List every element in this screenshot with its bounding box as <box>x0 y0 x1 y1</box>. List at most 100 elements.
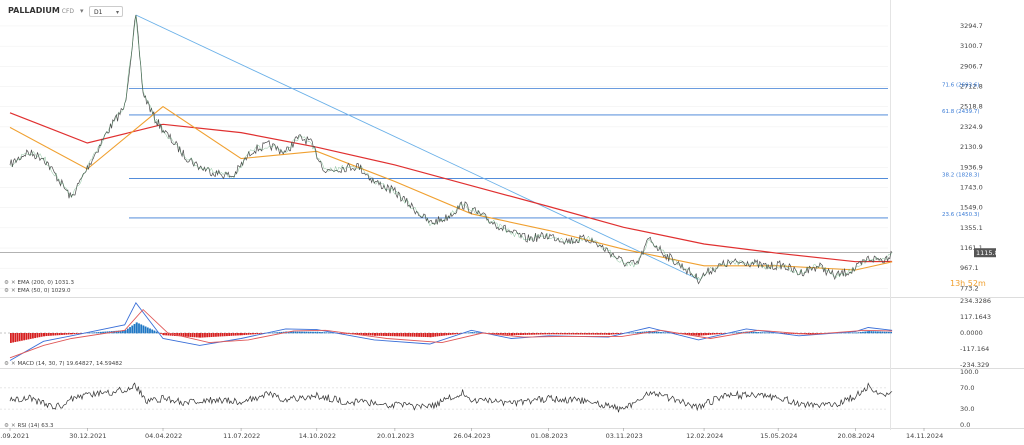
macd-histogram-bar <box>548 333 551 335</box>
macd-histogram-bar <box>91 332 93 334</box>
macd-histogram-bar <box>21 333 23 341</box>
macd-histogram-bar <box>502 333 504 335</box>
fib-level-label: 23.6 (1450.3) <box>942 212 980 218</box>
gear-icon[interactable]: ⚙ <box>4 280 9 286</box>
macd-histogram-bar <box>391 333 394 337</box>
macd-histogram-bar <box>199 333 202 338</box>
macd-histogram-bar <box>36 333 39 338</box>
macd-histogram-bar <box>280 331 283 334</box>
gear-icon[interactable]: ⚙ <box>4 361 9 367</box>
macd-histogram-bar <box>546 333 549 335</box>
macd-histogram-bar <box>630 332 633 334</box>
macd-histogram-bar <box>301 331 303 334</box>
close-icon[interactable]: ✕ <box>10 288 16 294</box>
gear-icon[interactable]: ⚙ <box>4 288 9 294</box>
macd-histogram-bar <box>305 331 308 334</box>
close-icon[interactable]: ✕ <box>10 423 16 429</box>
macd-histogram-bar <box>135 322 138 334</box>
macd-histogram-bar <box>309 331 312 334</box>
macd-histogram-bar <box>700 333 703 336</box>
macd-histogram-bar <box>847 332 850 334</box>
macd-histogram-bar <box>102 331 104 334</box>
macd-histogram-bar <box>69 333 72 335</box>
macd-histogram-bar <box>413 333 416 337</box>
macd-histogram-bar <box>790 333 793 334</box>
macd-histogram-bar <box>575 333 577 335</box>
macd-histogram-bar <box>735 332 738 334</box>
fib-level-label: 38.2 (1828.3) <box>942 173 980 179</box>
macd-histogram-bar <box>12 333 14 343</box>
macd-histogram-bar <box>187 333 189 337</box>
symbol-name: PALLADIUM <box>8 6 60 15</box>
macd-histogram-bar <box>662 332 665 334</box>
ema200-line <box>9 112 893 263</box>
macd-histogram-bar <box>857 332 860 334</box>
rsi-axis-tick: 0.0 <box>960 421 970 429</box>
macd-histogram-bar <box>189 333 192 337</box>
macd-histogram-bar <box>651 331 654 334</box>
macd-histogram-bar <box>407 333 409 337</box>
macd-histogram-bar <box>788 333 790 334</box>
macd-histogram-bar <box>155 331 158 334</box>
rsi-axis-tick: 100.0 <box>960 368 979 376</box>
macd-histogram-bar <box>855 332 858 334</box>
macd-histogram-bar <box>586 333 588 335</box>
symbol-selector[interactable]: PALLADIUM CFD ▾ <box>8 6 84 15</box>
macd-histogram-bar <box>716 333 718 335</box>
macd-histogram-bar <box>32 333 34 339</box>
macd-histogram-bar <box>274 332 276 334</box>
macd-histogram-bar <box>88 332 91 334</box>
macd-histogram-bar <box>212 333 215 337</box>
macd-histogram-bar <box>513 333 516 336</box>
legend-rsi[interactable]: ⚙ ✕ RSI (14) 63.3 <box>4 423 54 429</box>
macd-histogram-bar <box>542 333 544 335</box>
macd-histogram-bar <box>23 333 25 341</box>
timeframe-selector[interactable]: D1 ▾ <box>89 6 123 17</box>
macd-histogram-bar <box>260 333 263 334</box>
macd-histogram-bar <box>151 329 154 334</box>
macd-histogram-bar <box>564 333 566 335</box>
macd-histogram-bar <box>772 332 775 334</box>
macd-histogram-bar <box>340 333 343 334</box>
macd-axis-tick: -117.164 <box>960 345 989 353</box>
macd-histogram-bar <box>206 333 209 338</box>
macd-histogram-bar <box>121 330 124 334</box>
macd-histogram-bar <box>254 333 257 335</box>
close-icon[interactable]: ✕ <box>10 280 16 286</box>
macd-histogram-bar <box>223 333 226 337</box>
macd-histogram-bar <box>422 333 425 337</box>
legend-ema200[interactable]: ⚙ ✕ EMA (200, 0) 1031.3 <box>4 280 74 286</box>
macd-histogram-bar <box>208 333 211 338</box>
macd-histogram-bar <box>619 333 622 334</box>
macd-histogram-bar <box>296 331 299 334</box>
macd-histogram-bar <box>27 333 30 340</box>
time-axis-tick: 24.09.2021 <box>0 432 29 440</box>
time-axis-tick: 04.04.2022 <box>145 432 182 440</box>
macd-axis-tick: -234.329 <box>960 361 989 369</box>
macd-histogram-bar <box>354 333 356 335</box>
symbol-type: CFD <box>61 8 75 15</box>
macd-histogram-bar <box>418 333 420 337</box>
macd-histogram-bar <box>369 333 372 336</box>
macd-histogram-bar <box>307 331 310 334</box>
macd-histogram-bar <box>271 332 274 334</box>
macd-histogram-bar <box>566 333 569 335</box>
macd-histogram-bar <box>885 331 888 334</box>
legend-ema50[interactable]: ⚙ ✕ EMA (50, 0) 1029.0 <box>4 288 71 294</box>
macd-histogram-bar <box>144 326 147 334</box>
price-axis-tick: 3294.7 <box>960 22 983 30</box>
macd-histogram-bar <box>859 332 862 334</box>
macd-histogram-bar <box>528 333 531 335</box>
price-axis-tick: 2712.8 <box>960 83 983 91</box>
macd-histogram-bar <box>445 333 448 336</box>
macd-histogram-bar <box>475 332 478 334</box>
macd-histogram-bar <box>258 333 261 334</box>
macd-histogram-bar <box>278 332 281 334</box>
macd-histogram-bar <box>97 332 100 334</box>
gear-icon[interactable]: ⚙ <box>4 423 9 429</box>
close-icon[interactable]: ✕ <box>10 361 16 367</box>
legend-macd[interactable]: ⚙ ✕ MACD (14, 30, 7) 19.64827, 14.59482 <box>4 361 122 367</box>
time-axis-tick: 03.11.2023 <box>606 432 643 440</box>
macd-histogram-bar <box>237 333 239 336</box>
macd-histogram-bar <box>603 333 606 335</box>
